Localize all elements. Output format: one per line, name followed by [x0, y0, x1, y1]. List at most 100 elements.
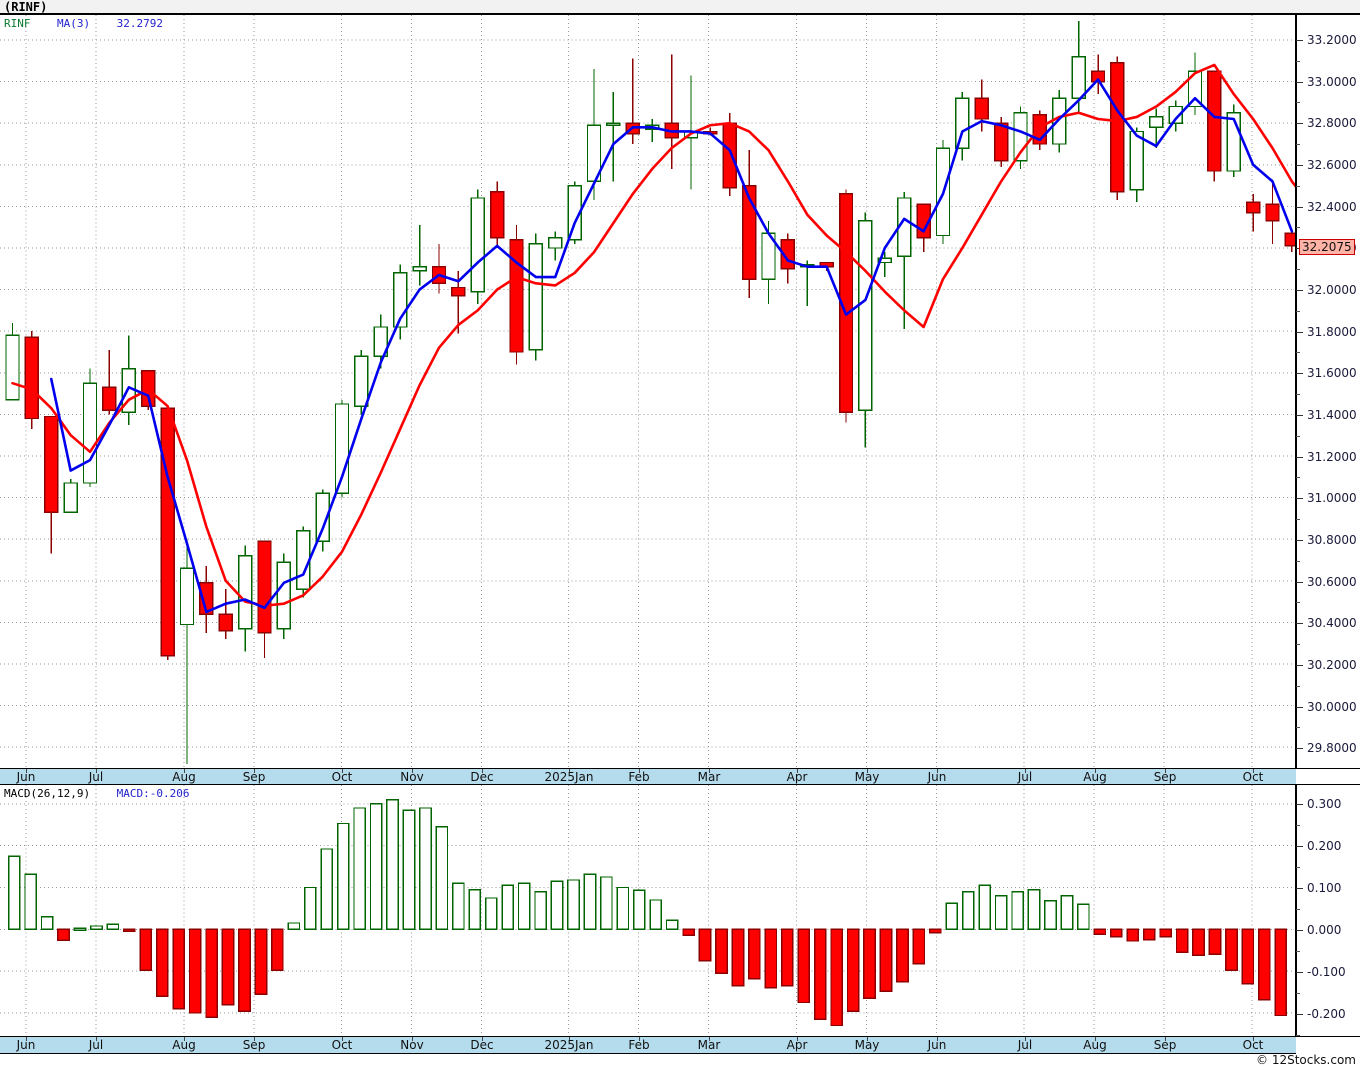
date-price-tick — [709, 769, 710, 773]
macd-legend: MACD(26,12,9) MACD:-0.206 — [4, 787, 189, 800]
price-minor-tick — [1296, 185, 1300, 187]
price-minor-tick — [1296, 352, 1300, 354]
date-macd-tick — [639, 1037, 640, 1041]
legend-symbol: RINF — [4, 17, 31, 30]
price-minor-tick — [1296, 477, 1300, 479]
price-minor-tick — [1296, 435, 1300, 437]
date-price-tick — [26, 769, 27, 773]
date-macd-label: Nov — [400, 1038, 424, 1052]
macd-tick — [1296, 803, 1303, 805]
date-price-label: Feb — [628, 770, 650, 784]
macd-tick — [1296, 929, 1303, 931]
date-macd-label: Jun — [927, 1038, 947, 1052]
date-price-label: Oct — [331, 770, 353, 784]
price-tick-label: 32.6000 — [1307, 157, 1357, 172]
date-price-tick — [482, 769, 483, 773]
macd-tick — [1296, 887, 1303, 889]
price-tick — [1296, 664, 1303, 666]
price-tick-label: 31.8000 — [1307, 324, 1357, 339]
price-minor-tick — [1296, 310, 1300, 312]
price-tick-label: 32.4000 — [1307, 199, 1357, 214]
date-price-tick — [1025, 769, 1026, 773]
date-axis-price-pad — [1296, 768, 1360, 785]
price-axis: 33.2000 33.0000 32.8000 32.6000 32.4000 32.20… — [1296, 14, 1360, 768]
price-tick-label: 30.0000 — [1307, 699, 1357, 714]
price-tick-label: 30.2000 — [1307, 657, 1357, 672]
macd-minor-tick — [1296, 908, 1300, 910]
price-tick-label: 31.0000 — [1307, 491, 1357, 506]
window-title: (RINF) — [4, 0, 48, 14]
date-price-label: Sep — [1153, 770, 1177, 784]
date-macd-tick — [412, 1037, 413, 1041]
price-minor-tick — [1296, 227, 1300, 229]
date-price-tick — [937, 769, 938, 773]
macd-minor-tick — [1296, 824, 1300, 826]
price-tick-label: 31.2000 — [1307, 449, 1357, 464]
price-tick — [1296, 581, 1303, 583]
macd-minor-tick — [1296, 950, 1300, 952]
copyright-label: © 12Stocks.com — [1256, 1053, 1356, 1067]
date-price-label: Dec — [470, 770, 494, 784]
date-price-tick — [1253, 769, 1254, 773]
date-macd-tick — [1025, 1037, 1026, 1041]
macd-tick-label: -0.100 — [1307, 964, 1346, 979]
macd-tick-label: -0.200 — [1307, 1006, 1346, 1021]
date-price-label: Jul — [1017, 770, 1033, 784]
date-macd-tick — [569, 1037, 570, 1041]
price-minor-tick — [1296, 394, 1300, 396]
price-legend: RINF MA(3) 32.2792 — [4, 17, 163, 30]
macd-tick-label: 0.300 — [1307, 796, 1342, 811]
macd-tick — [1296, 971, 1303, 973]
macd-tick-label: 0.200 — [1307, 838, 1342, 853]
date-price-label: May — [854, 770, 880, 784]
price-minor-tick — [1296, 685, 1300, 687]
macd-axis-line — [1296, 785, 1297, 1036]
date-price-tick — [254, 769, 255, 773]
date-price-tick — [184, 769, 185, 773]
date-macd-label: Aug — [172, 1038, 196, 1052]
date-macd-label: Jun — [16, 1038, 36, 1052]
date-price-tick — [1095, 769, 1096, 773]
price-minor-tick — [1296, 60, 1300, 62]
date-macd-tick — [1253, 1037, 1254, 1041]
price-chart-pane[interactable]: RINF MA(3) 32.2792 — [0, 14, 1296, 768]
price-tick — [1296, 706, 1303, 708]
date-macd-label: Sep — [1153, 1038, 1177, 1052]
price-tick-label: 30.8000 — [1307, 532, 1357, 547]
price-tick-label: 29.8000 — [1307, 741, 1357, 756]
price-minor-tick — [1296, 102, 1300, 104]
date-price-label: Jun — [16, 770, 36, 784]
price-tick — [1296, 539, 1303, 541]
date-price-label: Nov — [400, 770, 424, 784]
legend-ma-indicator: MA(3) — [57, 17, 91, 30]
macd-histogram-plot — [0, 785, 1295, 1036]
date-price-label: Apr — [786, 770, 808, 784]
date-macd-label: Mar — [697, 1038, 721, 1052]
price-tick — [1296, 748, 1303, 750]
price-tick-label: 33.0000 — [1307, 74, 1357, 89]
date-macd-tick — [1095, 1037, 1096, 1041]
date-price-label: Sep — [242, 770, 266, 784]
date-macd-tick — [867, 1037, 868, 1041]
price-tick — [1296, 164, 1303, 166]
price-tick-label: 30.6000 — [1307, 574, 1357, 589]
date-macd-tick — [797, 1037, 798, 1041]
macd-legend-name: MACD(26,12,9) — [4, 787, 91, 800]
price-tick-label: 32.0000 — [1307, 282, 1357, 297]
date-macd-label: Sep — [242, 1038, 266, 1052]
macd-minor-tick — [1296, 1034, 1300, 1036]
date-price-tick — [797, 769, 798, 773]
date-macd-tick — [184, 1037, 185, 1041]
price-minor-tick — [1296, 727, 1300, 729]
date-price-label: Aug — [172, 770, 196, 784]
price-tick — [1296, 81, 1303, 83]
price-tick — [1296, 373, 1303, 375]
price-tick — [1296, 456, 1303, 458]
date-macd-tick — [1165, 1037, 1166, 1041]
date-macd-label: Oct — [331, 1038, 353, 1052]
date-macd-label: Aug — [1083, 1038, 1107, 1052]
date-macd-label: May — [854, 1038, 880, 1052]
price-minor-tick — [1296, 269, 1300, 271]
macd-chart-pane[interactable]: MACD(26,12,9) MACD:-0.206 — [0, 785, 1296, 1037]
